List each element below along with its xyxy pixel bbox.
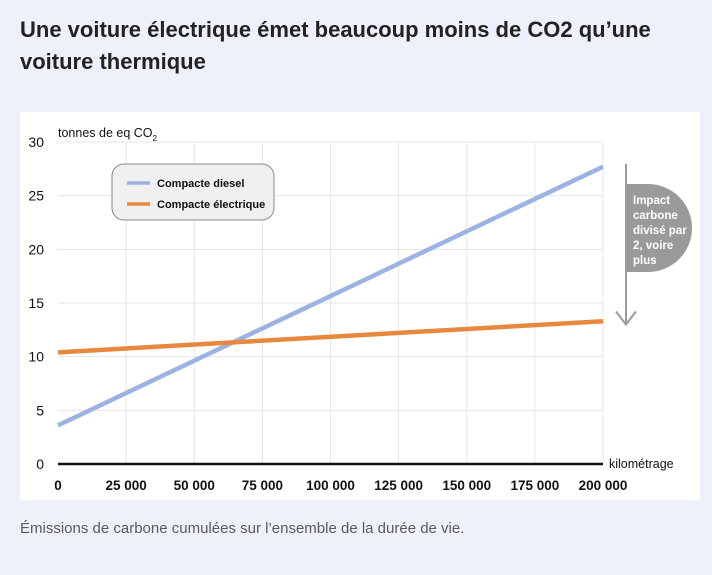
chart-caption: Émissions de carbone cumulées sur l’ense… bbox=[20, 520, 465, 537]
x-tick-label: 175 000 bbox=[510, 478, 559, 493]
series-line-diesel bbox=[57, 164, 604, 428]
page-title: Une voiture électrique émet beaucoup moi… bbox=[20, 17, 651, 74]
x-tick-label: 75 000 bbox=[242, 478, 283, 493]
y-axis-label: tonnes de eq CO2 bbox=[58, 126, 158, 143]
y-tick-label: 25 bbox=[28, 188, 44, 204]
line-chart: 0 5 10 15 20 25 30 0 25 000 50 000 75 000 100 000 12… bbox=[28, 126, 692, 493]
annotation-text-line: divisé par bbox=[633, 225, 687, 237]
x-axis-label: kilométrage bbox=[609, 457, 674, 471]
legend-box bbox=[111, 163, 275, 221]
annotation-text-line: 2, voire bbox=[633, 240, 673, 252]
annotation-text-line: Impact bbox=[633, 195, 670, 207]
y-axis-label-subscript: 2 bbox=[153, 134, 158, 143]
y-tick-label: 5 bbox=[36, 402, 44, 418]
x-tick-label: 0 bbox=[54, 478, 62, 493]
annotation-arrow-head bbox=[615, 310, 637, 327]
x-tick-label: 150 000 bbox=[442, 478, 491, 493]
legend-label: Compacte électrique bbox=[157, 199, 265, 211]
y-tick-label: 20 bbox=[28, 241, 44, 257]
y-tick-label: 0 bbox=[36, 456, 44, 472]
y-tick-label: 15 bbox=[28, 295, 44, 311]
legend-label: Compacte diesel bbox=[157, 178, 244, 190]
series-line-electrique bbox=[57, 319, 604, 355]
annotation-bubble bbox=[626, 184, 692, 272]
annotation-text-line: plus bbox=[633, 255, 657, 267]
y-tick-label: 10 bbox=[28, 349, 44, 365]
x-tick-label: 25 000 bbox=[105, 478, 146, 493]
x-tick-label: 200 000 bbox=[579, 478, 628, 493]
x-tick-label: 100 000 bbox=[306, 478, 355, 493]
x-tick-label: 50 000 bbox=[174, 478, 215, 493]
y-tick-label: 30 bbox=[28, 134, 44, 150]
chart-container: 0 5 10 15 20 25 30 0 25 000 50 000 75 000 100 000 12… bbox=[20, 112, 700, 500]
x-tick-label: 125 000 bbox=[374, 478, 423, 493]
annotation-text-line: carbone bbox=[633, 210, 678, 222]
